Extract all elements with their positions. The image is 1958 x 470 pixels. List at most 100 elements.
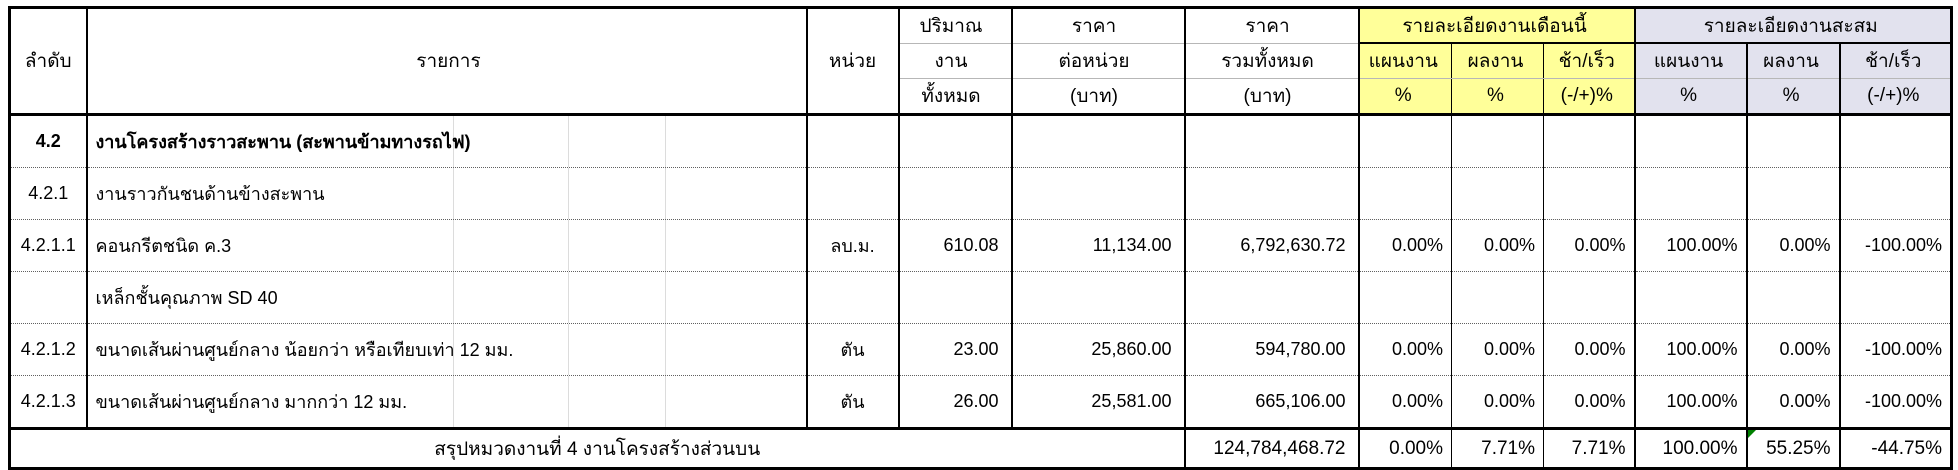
- cell-cumulative-plan[interactable]: 100.00%: [1634, 219, 1748, 272]
- cell-unit-price[interactable]: 11,134.00: [1011, 219, 1186, 272]
- cell-unit[interactable]: [806, 167, 900, 220]
- cell-no[interactable]: 4.2.1.3: [9, 375, 88, 429]
- cell-month-actual[interactable]: 0.00%: [1451, 219, 1544, 272]
- cell-cumulative-diff[interactable]: -100.00%: [1839, 375, 1952, 429]
- subheader-month-diff-pct[interactable]: (-/+)%: [1543, 78, 1636, 116]
- header-unit-price-line2[interactable]: ต่อหน่วย: [1011, 43, 1186, 79]
- subheader-month-late-early[interactable]: ช้า/เร็ว: [1543, 43, 1636, 79]
- cell-unit[interactable]: ตัน: [806, 323, 900, 376]
- cell-cumulative-actual[interactable]: [1746, 114, 1841, 168]
- cell-month-diff[interactable]: 0.00%: [1543, 323, 1636, 376]
- header-item[interactable]: รายการ: [86, 7, 808, 116]
- cell-quantity[interactable]: [898, 271, 1013, 324]
- cell-total-price[interactable]: [1184, 114, 1360, 168]
- cell-month-diff[interactable]: 0.00%: [1543, 375, 1636, 429]
- cell-cumulative-actual[interactable]: 0.00%: [1746, 323, 1841, 376]
- cell-quantity[interactable]: [898, 114, 1013, 168]
- subheader-month-plan-pct[interactable]: %: [1358, 78, 1452, 116]
- cell-month-diff[interactable]: [1543, 271, 1636, 324]
- cell-total-price[interactable]: 6,792,630.72: [1184, 219, 1360, 272]
- cell-cumulative-plan[interactable]: 100.00%: [1634, 323, 1748, 376]
- subheader-month-actual-pct[interactable]: %: [1451, 78, 1544, 116]
- header-no[interactable]: ลำดับ: [9, 7, 88, 116]
- header-total-price-line2[interactable]: รวมทั้งหมด: [1184, 43, 1360, 79]
- cell-month-plan[interactable]: [1358, 114, 1452, 168]
- cell-quantity[interactable]: 610.08: [898, 219, 1013, 272]
- header-quantity-line3[interactable]: ทั้งหมด: [898, 78, 1013, 116]
- cell-item[interactable]: งานโครงสร้างราวสะพาน (สะพานข้ามทางรถไฟ): [86, 114, 808, 168]
- cell-month-diff[interactable]: 0.00%: [1543, 219, 1636, 272]
- cell-cumulative-plan[interactable]: [1634, 271, 1748, 324]
- cell-unit-price[interactable]: [1011, 167, 1186, 220]
- summary-cumulative-actual[interactable]: 55.25%: [1746, 427, 1841, 469]
- cell-item[interactable]: ขนาดเส้นผ่านศูนย์กลาง น้อยกว่า หรือเทียบ…: [86, 323, 808, 376]
- cell-cumulative-actual[interactable]: [1746, 167, 1841, 220]
- summary-month-plan[interactable]: 0.00%: [1358, 427, 1452, 469]
- cell-no[interactable]: [9, 271, 88, 324]
- cell-month-diff[interactable]: [1543, 167, 1636, 220]
- cell-month-diff[interactable]: [1543, 114, 1636, 168]
- cell-month-actual[interactable]: 0.00%: [1451, 323, 1544, 376]
- cell-cumulative-plan[interactable]: [1634, 114, 1748, 168]
- subheader-cumulative-diff-pct[interactable]: (-/+)%: [1839, 78, 1952, 116]
- cell-month-plan[interactable]: 0.00%: [1358, 219, 1452, 272]
- subheader-cumulative-actual-pct[interactable]: %: [1746, 78, 1841, 116]
- summary-cumulative-diff[interactable]: -44.75%: [1839, 427, 1952, 469]
- cell-month-actual[interactable]: [1451, 114, 1544, 168]
- cell-cumulative-diff[interactable]: [1839, 114, 1952, 168]
- header-total-price-line3[interactable]: (บาท): [1184, 78, 1360, 116]
- cell-cumulative-actual[interactable]: 0.00%: [1746, 375, 1841, 429]
- cell-cumulative-diff[interactable]: -100.00%: [1839, 219, 1952, 272]
- cell-no[interactable]: 4.2.1: [9, 167, 88, 220]
- header-unit[interactable]: หน่วย: [806, 7, 900, 116]
- summary-total-price[interactable]: 124,784,468.72: [1184, 427, 1360, 469]
- summary-month-actual[interactable]: 7.71%: [1451, 427, 1544, 469]
- cell-cumulative-diff[interactable]: [1839, 271, 1952, 324]
- cell-unit[interactable]: [806, 271, 900, 324]
- cell-cumulative-actual[interactable]: 0.00%: [1746, 219, 1841, 272]
- cell-quantity[interactable]: 23.00: [898, 323, 1013, 376]
- cell-total-price[interactable]: 665,106.00: [1184, 375, 1360, 429]
- cell-no[interactable]: 4.2: [9, 114, 88, 168]
- cell-unit-price[interactable]: [1011, 114, 1186, 168]
- subheader-month-actual[interactable]: ผลงาน: [1451, 43, 1544, 79]
- cell-item[interactable]: ขนาดเส้นผ่านศูนย์กลาง มากกว่า 12 มม.: [86, 375, 808, 429]
- cell-month-plan[interactable]: [1358, 167, 1452, 220]
- subheader-cumulative-late-early[interactable]: ช้า/เร็ว: [1839, 43, 1952, 79]
- cell-total-price[interactable]: 594,780.00: [1184, 323, 1360, 376]
- cell-month-actual[interactable]: [1451, 271, 1544, 324]
- subheader-cumulative-plan[interactable]: แผนงาน: [1634, 43, 1748, 79]
- cell-unit[interactable]: [806, 114, 900, 168]
- subheader-month-plan[interactable]: แผนงาน: [1358, 43, 1452, 79]
- cell-no[interactable]: 4.2.1.1: [9, 219, 88, 272]
- cell-item[interactable]: คอนกรีตชนิด ค.3: [86, 219, 808, 272]
- header-quantity-line1[interactable]: ปริมาณ: [898, 7, 1013, 44]
- header-unit-price-line1[interactable]: ราคา: [1011, 7, 1186, 44]
- cell-cumulative-actual[interactable]: [1746, 271, 1841, 324]
- cell-item[interactable]: เหล็กชั้นคุณภาพ SD 40: [86, 271, 808, 324]
- cell-total-price[interactable]: [1184, 167, 1360, 220]
- cell-cumulative-diff[interactable]: -100.00%: [1839, 323, 1952, 376]
- group-header-month-details[interactable]: รายละเอียดงานเดือนนี้: [1358, 7, 1636, 44]
- cell-cumulative-diff[interactable]: [1839, 167, 1952, 220]
- cell-cumulative-plan[interactable]: [1634, 167, 1748, 220]
- cell-no[interactable]: 4.2.1.2: [9, 323, 88, 376]
- cell-item[interactable]: งานราวกันชนด้านข้างสะพาน: [86, 167, 808, 220]
- header-unit-price-line3[interactable]: (บาท): [1011, 78, 1186, 116]
- subheader-cumulative-plan-pct[interactable]: %: [1634, 78, 1748, 116]
- header-quantity-line2[interactable]: งาน: [898, 43, 1013, 79]
- cell-month-actual[interactable]: [1451, 167, 1544, 220]
- cell-unit[interactable]: ตัน: [806, 375, 900, 429]
- summary-month-diff[interactable]: 7.71%: [1543, 427, 1636, 469]
- group-header-cumulative-details[interactable]: รายละเอียดงานสะสม: [1634, 7, 1952, 44]
- header-total-price-line1[interactable]: ราคา: [1184, 7, 1360, 44]
- summary-label[interactable]: สรุปหมวดงานที่ 4 งานโครงสร้างส่วนบน: [9, 427, 1186, 469]
- cell-cumulative-plan[interactable]: 100.00%: [1634, 375, 1748, 429]
- cell-month-plan[interactable]: 0.00%: [1358, 375, 1452, 429]
- summary-cumulative-plan[interactable]: 100.00%: [1634, 427, 1748, 469]
- cell-unit-price[interactable]: 25,860.00: [1011, 323, 1186, 376]
- cell-unit-price[interactable]: 25,581.00: [1011, 375, 1186, 429]
- cell-unit-price[interactable]: [1011, 271, 1186, 324]
- cell-unit[interactable]: ลบ.ม.: [806, 219, 900, 272]
- cell-month-plan[interactable]: [1358, 271, 1452, 324]
